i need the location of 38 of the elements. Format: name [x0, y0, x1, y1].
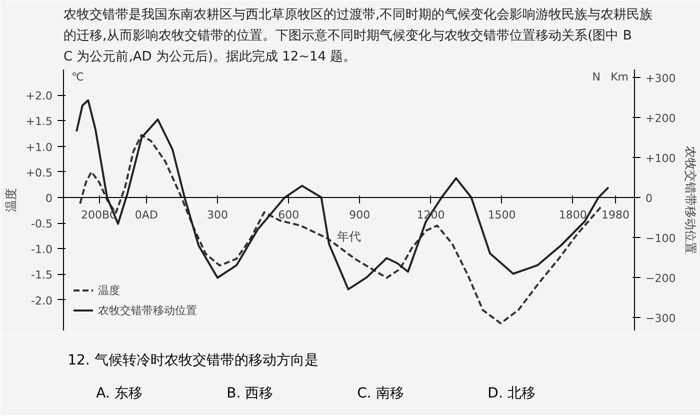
annotation: N	[592, 70, 601, 84]
text: 12. 气候转冷时农牧交错带的移动方向是	[68, 352, 318, 368]
y2-axis-title: 农牧交错带移动位置	[684, 146, 698, 254]
y-tick-label: -0.5	[31, 218, 53, 231]
x-tick-label: 1800	[558, 208, 587, 222]
y2-tick-label: −200	[646, 272, 676, 285]
y2-tick-label: +200	[646, 112, 676, 125]
text: B. 西移	[226, 386, 274, 402]
y2-tick-label: −100	[646, 232, 676, 245]
y-tick-label: -1.0	[31, 243, 53, 256]
text: A. 东移	[96, 386, 142, 402]
y2-tick-label: 0	[646, 192, 652, 205]
y-tick-label: +2.0	[26, 90, 53, 103]
x-tick-label: 1500	[488, 208, 516, 222]
text: D. 北移	[488, 386, 536, 402]
y-tick-label: +0.5	[26, 166, 53, 180]
x-tick-label: 600	[278, 208, 300, 222]
x-tick-label: 900	[349, 208, 370, 222]
y-tick-label: 0	[46, 192, 52, 205]
y-tick-label: -2.0	[31, 294, 53, 308]
x-tick-label: 1980	[602, 208, 630, 222]
chart-title: 农牧交错带是我国东南农耕区与西北草原牧区的过渡带,不同时期的气候变化会影响游牧民族与农耕民族的迁移,从而影响农牧交错带的位置。下图示意不同时期气候变化与农牧交错带位置移动关系(图中 BC 为公元前,AD 为公元后)。据此完成 12~14 题。	[64, 6, 653, 64]
line-series	[79, 134, 604, 324]
y2-tick-label: −300	[646, 312, 676, 325]
annotation: ℃	[72, 70, 84, 84]
y-axis-title: 温度	[4, 188, 18, 212]
y-tick-label: -1.5	[31, 268, 53, 282]
annotation: Km	[610, 70, 629, 84]
y2-tick-label: +100	[646, 152, 676, 165]
legend-label: 温度	[98, 282, 120, 298]
y-tick-label: +1.5	[26, 115, 53, 128]
legend-label: 农牧交错带移动位置	[98, 302, 197, 318]
x-tick-label: 0AD	[134, 208, 158, 222]
y-tick-label: +1.0	[26, 140, 53, 154]
text: C. 南移	[357, 386, 404, 402]
x-tick-label: 300	[207, 208, 228, 222]
x-axis-title: 年代	[337, 230, 361, 244]
y2-tick-label: +300	[646, 72, 676, 85]
